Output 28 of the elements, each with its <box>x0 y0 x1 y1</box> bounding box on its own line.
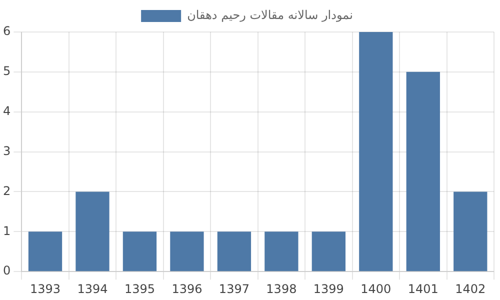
x-tick-label: 1396 <box>172 282 202 296</box>
x-tick-label: 1397 <box>218 282 250 296</box>
x-tick-label: 1399 <box>313 282 344 296</box>
x-tick-label: 1400 <box>360 282 392 296</box>
y-tick-label: 0 <box>2 264 11 278</box>
bar <box>454 192 488 272</box>
x-tick-label: 1394 <box>77 282 108 296</box>
y-tick-label: 1 <box>2 224 11 238</box>
x-tick-label: 1398 <box>266 282 297 296</box>
bar <box>217 232 252 272</box>
bar <box>312 232 346 272</box>
legend-label: نمودار سالانه مقالات رحیم دهقان <box>187 8 353 22</box>
y-tick-label: 2 <box>2 184 11 198</box>
bar <box>264 232 298 272</box>
y-tick-label: 6 <box>2 24 11 38</box>
x-tick-label: 1395 <box>124 282 155 296</box>
bar <box>359 32 393 272</box>
y-tick-label: 3 <box>2 144 11 158</box>
x-tick-label: 1402 <box>455 282 486 296</box>
x-tick-label: 1401 <box>408 282 438 296</box>
bar <box>406 72 440 272</box>
bar <box>76 192 110 272</box>
bar <box>170 232 204 272</box>
x-tick-label: 1393 <box>30 282 61 296</box>
y-tick-label: 4 <box>2 104 11 118</box>
y-tick-label: 5 <box>2 64 11 78</box>
bar <box>122 232 157 272</box>
bar <box>28 232 62 272</box>
